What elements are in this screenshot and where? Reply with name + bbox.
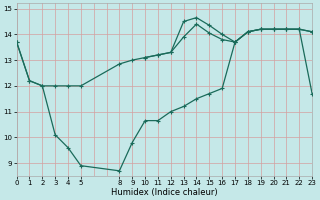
X-axis label: Humidex (Indice chaleur): Humidex (Indice chaleur) [111, 188, 218, 197]
